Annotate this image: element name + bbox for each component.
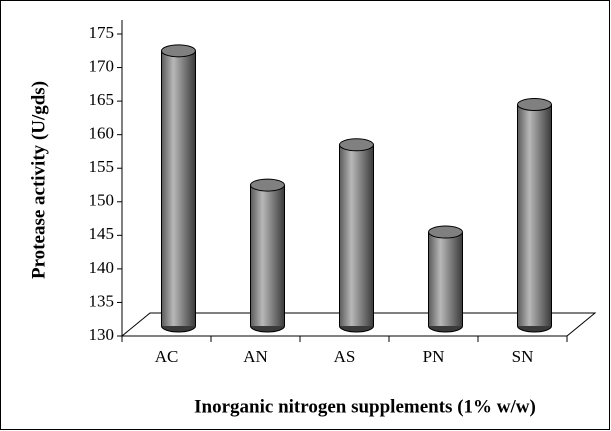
y-tick-label: 145 (89, 224, 115, 243)
y-tick-label: 130 (89, 325, 115, 344)
bar-top (428, 225, 463, 239)
bar (517, 104, 552, 327)
bar-top (250, 178, 285, 192)
bar (339, 144, 374, 326)
y-tick-label: 150 (89, 191, 115, 210)
bar (161, 50, 196, 326)
bar-top (161, 44, 196, 58)
y-tick-label: 175 (89, 23, 115, 42)
bar (250, 185, 285, 326)
x-axis-label: Inorganic nitrogen supplements (1% w/w) (194, 396, 536, 417)
y-tick-label: 160 (89, 124, 115, 143)
y-tick-label: 165 (89, 90, 115, 109)
y-tick-label: 155 (89, 157, 115, 176)
bar-top (517, 98, 552, 112)
bar-top (339, 138, 374, 152)
y-tick-label: 140 (89, 258, 115, 277)
x-tick-label: AC (155, 347, 179, 366)
bar (428, 232, 463, 326)
x-tick-label: PN (423, 347, 445, 366)
x-tick-label: SN (512, 347, 534, 366)
x-tick-label: AN (243, 347, 268, 366)
y-axis-label: Protease activity (U/gds) (28, 81, 49, 279)
y-tick-label: 170 (89, 56, 115, 75)
y-tick-label: 135 (89, 291, 115, 310)
x-tick-label: AS (334, 347, 356, 366)
